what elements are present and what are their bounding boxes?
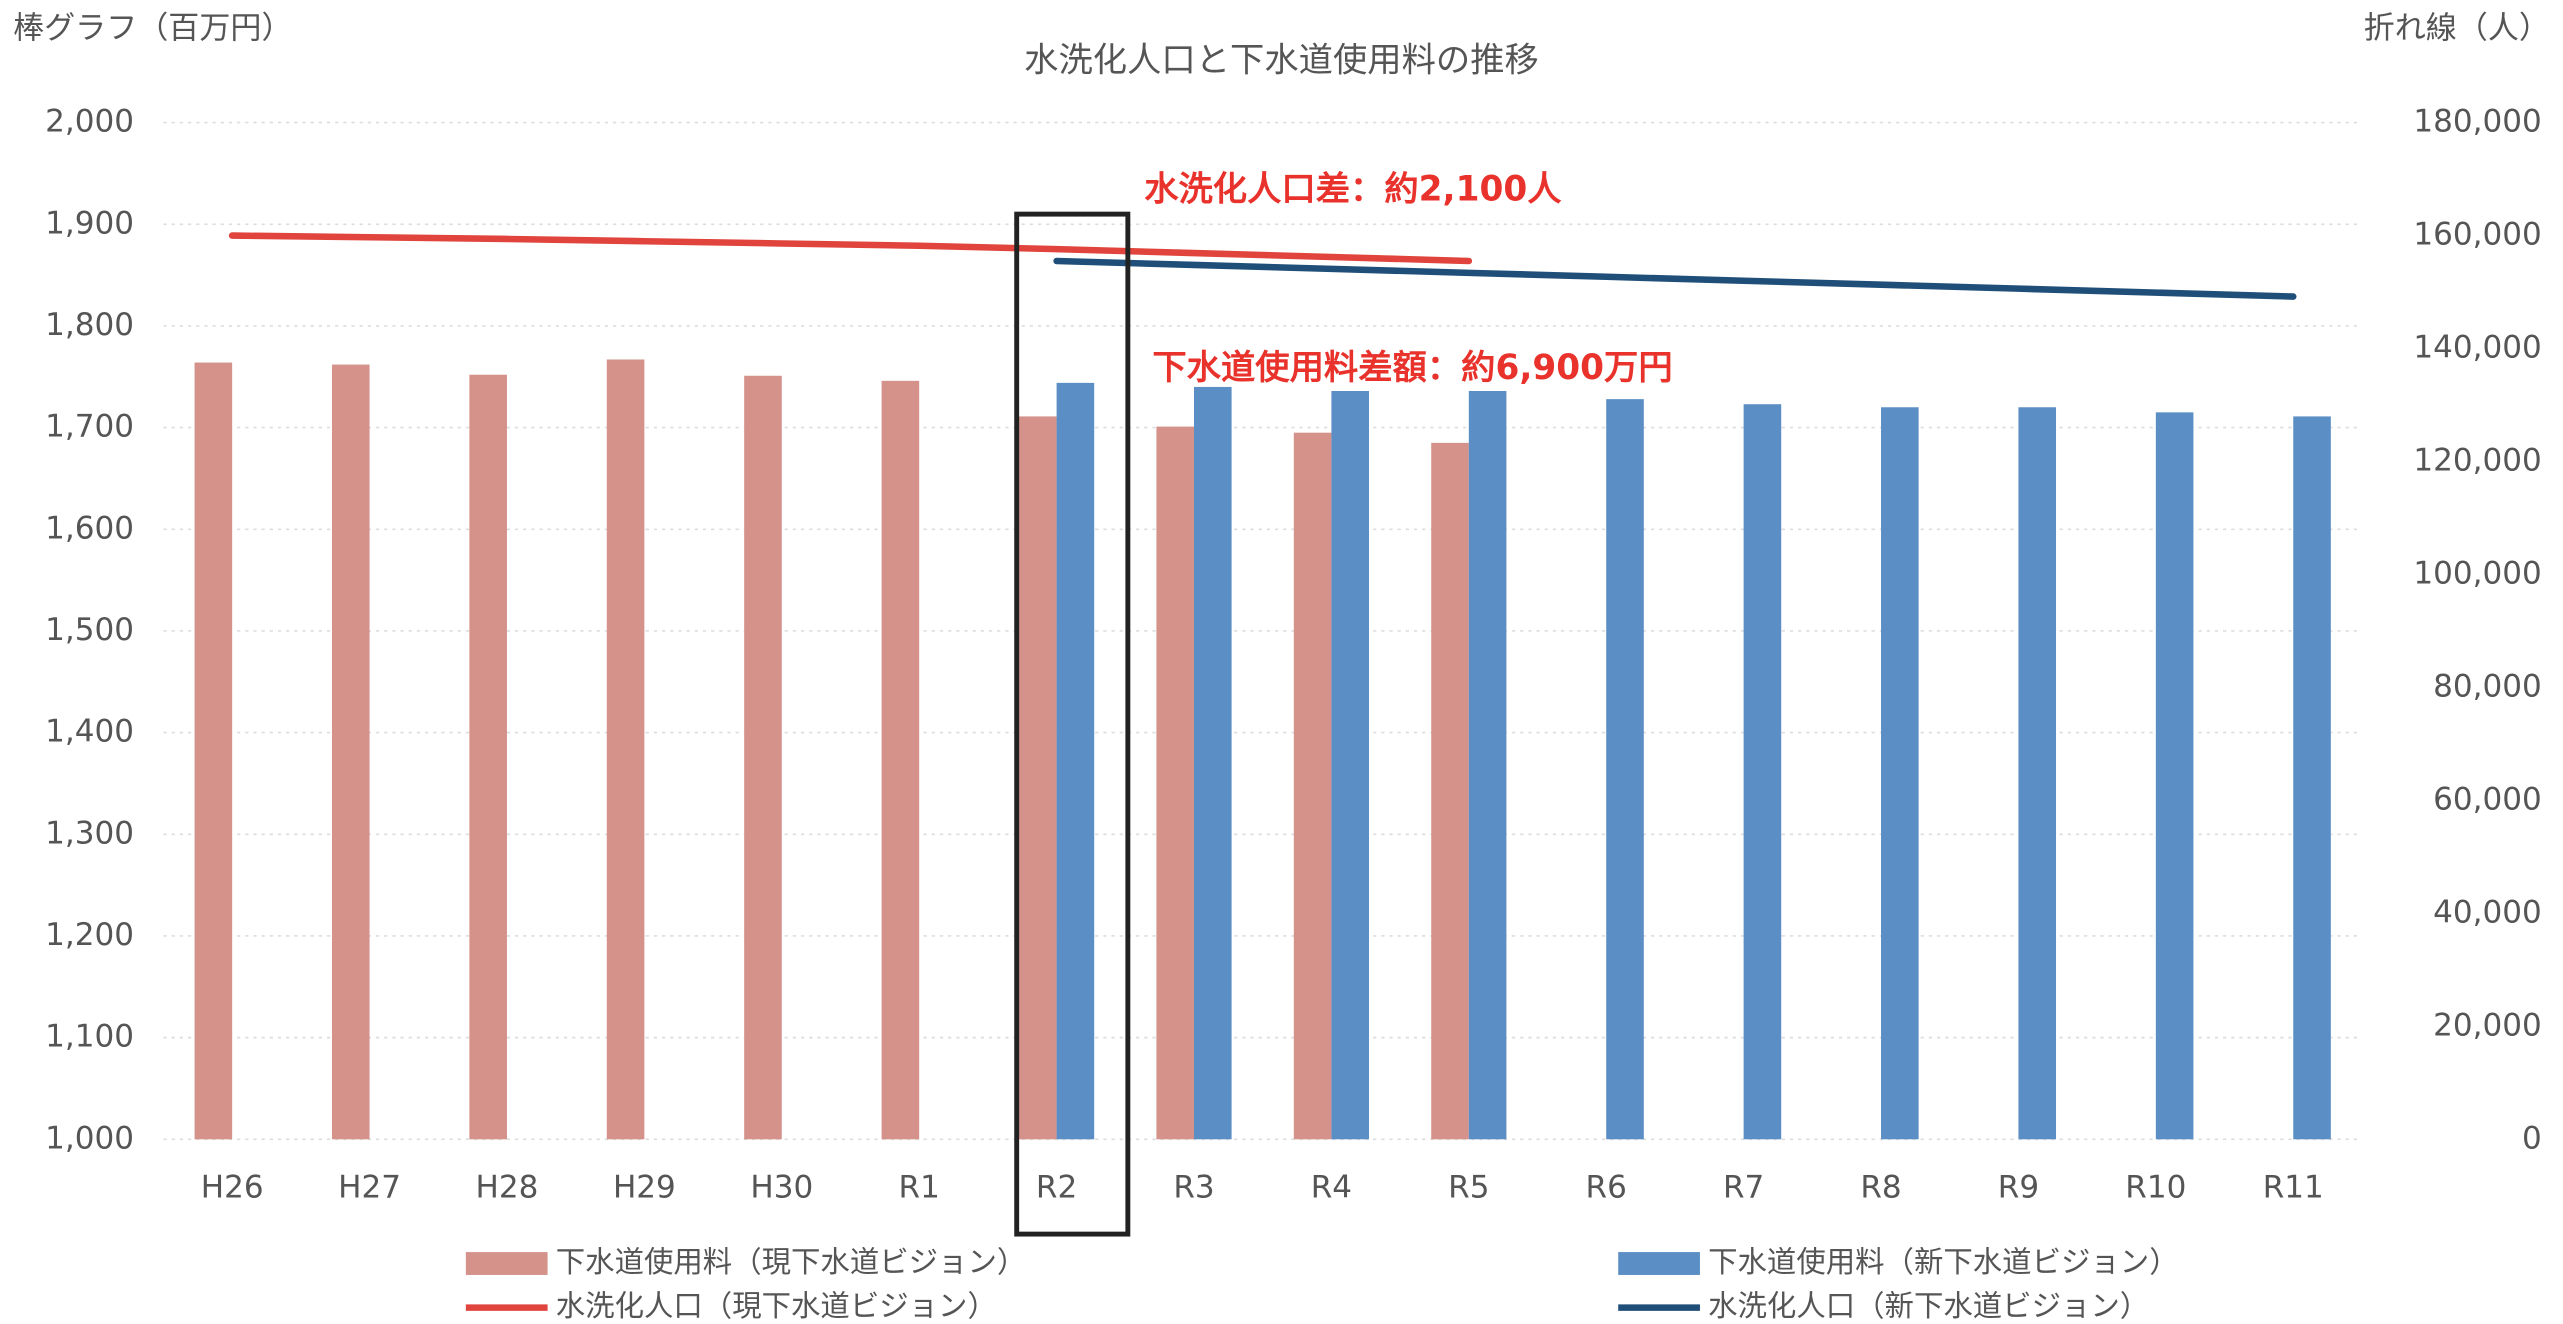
legend-label: 下水道使用料（現下水道ビジョン） [556,1245,1027,1279]
y-tick-label: 2,000 [45,104,134,140]
bar [1018,416,1057,1140]
y-axis-label: 棒グラフ（百万円） [13,10,292,46]
bar [2155,412,2194,1140]
y-tick-label: 1,800 [45,307,134,343]
y2-tick-label: 160,000 [2413,217,2541,253]
x-tick-label: R6 [1586,1169,1627,1205]
y-tick-label: 1,700 [45,409,134,445]
x-tick-label: R8 [1860,1169,1901,1205]
x-tick-label: R3 [1173,1169,1214,1205]
y2-tick-label: 140,000 [2413,330,2541,366]
bar [606,359,645,1140]
y-tick-label: 1,900 [45,205,134,241]
x-tick-label: R5 [1448,1169,1489,1205]
highlight-box [1014,211,1131,1237]
x-tick-label: H28 [476,1169,539,1205]
y2-tick-label: 40,000 [2433,894,2542,930]
y2-tick-label: 80,000 [2433,668,2542,704]
bar [1881,407,1919,1140]
x-tick-label: H27 [338,1169,401,1205]
legend-label: 水洗化人口（現下水道ビジョン） [556,1289,997,1323]
bar [1293,432,1332,1140]
annotation: 水洗化人口差：約2,100人 [1144,170,1562,210]
legend: 下水道使用料（現下水道ビジョン） 下水道使用料（新下水道ビジョン） 水洗化人口（現下… [465,1245,2179,1323]
bar [331,364,370,1140]
bar [1156,426,1194,1140]
x-tick-label: R7 [1723,1169,1764,1205]
x-tick-label: R11 [2263,1169,2324,1205]
bar [881,380,920,1140]
plot [194,232,2331,1140]
bar [1056,382,1095,1140]
y-tick-label: 1,100 [45,1019,134,1055]
bar [1743,404,1782,1140]
legend-label: 下水道使用料（新下水道ビジョン） [1708,1245,2179,1279]
y-tick-label: 1,200 [45,917,134,953]
bar [1606,399,1644,1140]
y-tick-label: 1,600 [45,510,134,546]
y-tick-label: 1,400 [45,714,134,750]
y2-tick-label: 100,000 [2413,555,2541,591]
annotation: 下水道使用料差額：約6,900万円 [1152,348,1672,388]
bar [194,362,233,1140]
y-tick-label: 1,500 [45,612,134,648]
y2-tick-label: 180,000 [2413,104,2541,140]
x-tick-label: H29 [613,1169,676,1205]
x-tick-label: H30 [750,1169,813,1205]
y2-axis-label: 折れ線（人） [2364,10,2550,46]
line [1053,257,2297,300]
x-tick-label: R4 [1311,1169,1352,1205]
legend-swatch [1618,1252,1700,1275]
legend-swatch [465,1252,548,1275]
bar [2293,416,2331,1140]
grid: 1,000 1,100 1,200 1,300 1,400 1,500 1,600 1,700… [45,104,2542,1206]
y2-tick-label: 60,000 [2433,781,2542,817]
chart-title: 水洗化人口と下水道使用料の推移 [1024,41,1539,81]
bar [1468,391,1507,1140]
bar [469,374,507,1140]
bar [2018,407,2057,1140]
y-tick-label: 1,000 [45,1120,134,1156]
x-tick-label: H26 [201,1169,264,1205]
x-tick-label: R9 [1998,1169,2039,1205]
x-tick-label: R10 [2125,1169,2186,1205]
y-tick-label: 1,300 [45,815,134,851]
bar [1193,386,1232,1140]
bar [744,375,782,1140]
y2-tick-label: 120,000 [2413,442,2541,478]
legend-label: 水洗化人口（新下水道ビジョン） [1708,1289,2149,1323]
bar [1331,391,1370,1140]
x-tick-label: R2 [1036,1169,1077,1205]
line [228,232,1473,265]
x-tick-label: R1 [899,1169,940,1205]
bar [1431,442,1469,1140]
y2-tick-label: 0 [2522,1120,2542,1156]
y2-tick-label: 20,000 [2433,1007,2542,1043]
